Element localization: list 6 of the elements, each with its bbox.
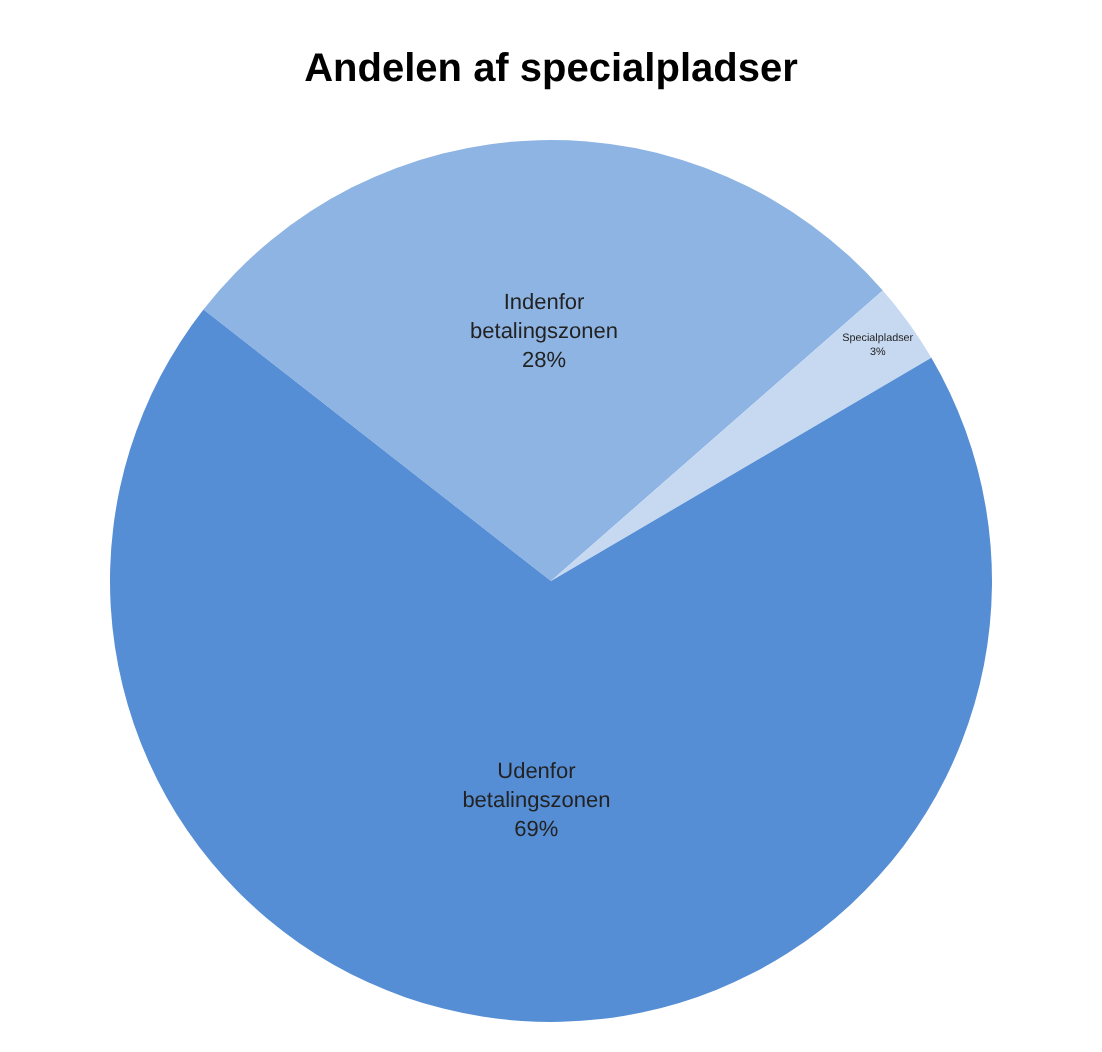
data-label: 69%: [514, 817, 559, 842]
data-label: 28%: [522, 348, 567, 373]
slice-label: Udenfor betalingszonen: [462, 760, 611, 814]
pie-slice: [110, 309, 992, 1022]
slice-label: Indenfor betalingszonen: [470, 291, 619, 345]
chart-title: Andelen af specialpladser: [304, 46, 799, 91]
